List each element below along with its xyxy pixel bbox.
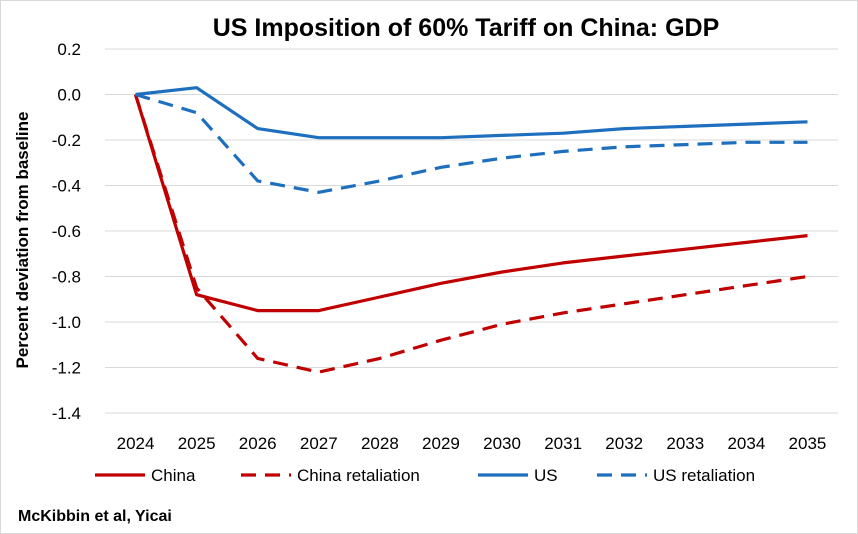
legend-label: China xyxy=(151,466,196,485)
x-tick-label: 2026 xyxy=(239,434,277,453)
y-tick-label: -0.6 xyxy=(52,222,81,241)
x-tick-label: 2028 xyxy=(361,434,399,453)
y-axis-ticks: -1.4 -1.2 -1.0 -0.8 -0.6 -0.4 -0.2 0.0 0.2 xyxy=(52,40,81,423)
series-line xyxy=(133,94,808,374)
x-axis-ticks: 2024 2025 2026 2027 2028 2029 2030 2031 2032 2033… xyxy=(117,434,827,453)
series-line xyxy=(135,86,808,140)
x-tick-label: 2024 xyxy=(117,434,155,453)
legend: China China retaliation US US retaliation xyxy=(95,466,755,485)
chart-title: US Imposition of 60% Tariff on China: GD… xyxy=(213,14,720,42)
source-note: McKibbin et al, Yicai xyxy=(18,508,172,525)
x-tick-label: 2032 xyxy=(605,434,643,453)
legend-label: China retaliation xyxy=(297,466,420,485)
y-tick-label: -0.2 xyxy=(52,131,81,150)
y-tick-label: -1.4 xyxy=(52,404,81,423)
x-tick-label: 2025 xyxy=(178,434,216,453)
y-tick-label: 0.0 xyxy=(57,86,81,105)
series-line xyxy=(135,92,808,194)
x-tick-label: 2034 xyxy=(727,434,765,453)
y-tick-label: -0.8 xyxy=(52,268,81,287)
x-tick-label: 2027 xyxy=(300,434,338,453)
y-axis-title: Percent deviation from baseline xyxy=(13,112,32,369)
gridlines xyxy=(105,48,838,414)
x-tick-label: 2029 xyxy=(422,434,460,453)
x-tick-label: 2030 xyxy=(483,434,521,453)
x-tick-label: 2035 xyxy=(789,434,827,453)
y-tick-label: -1.2 xyxy=(52,359,81,378)
legend-label: US retaliation xyxy=(653,466,755,485)
y-tick-label: 0.2 xyxy=(57,40,81,59)
series-lines xyxy=(133,86,808,374)
x-tick-label: 2033 xyxy=(666,434,704,453)
legend-label: US xyxy=(534,466,558,485)
x-tick-label: 2031 xyxy=(544,434,582,453)
y-tick-label: -1.0 xyxy=(52,313,81,332)
y-tick-label: -0.4 xyxy=(52,177,81,196)
series-line xyxy=(133,94,808,313)
